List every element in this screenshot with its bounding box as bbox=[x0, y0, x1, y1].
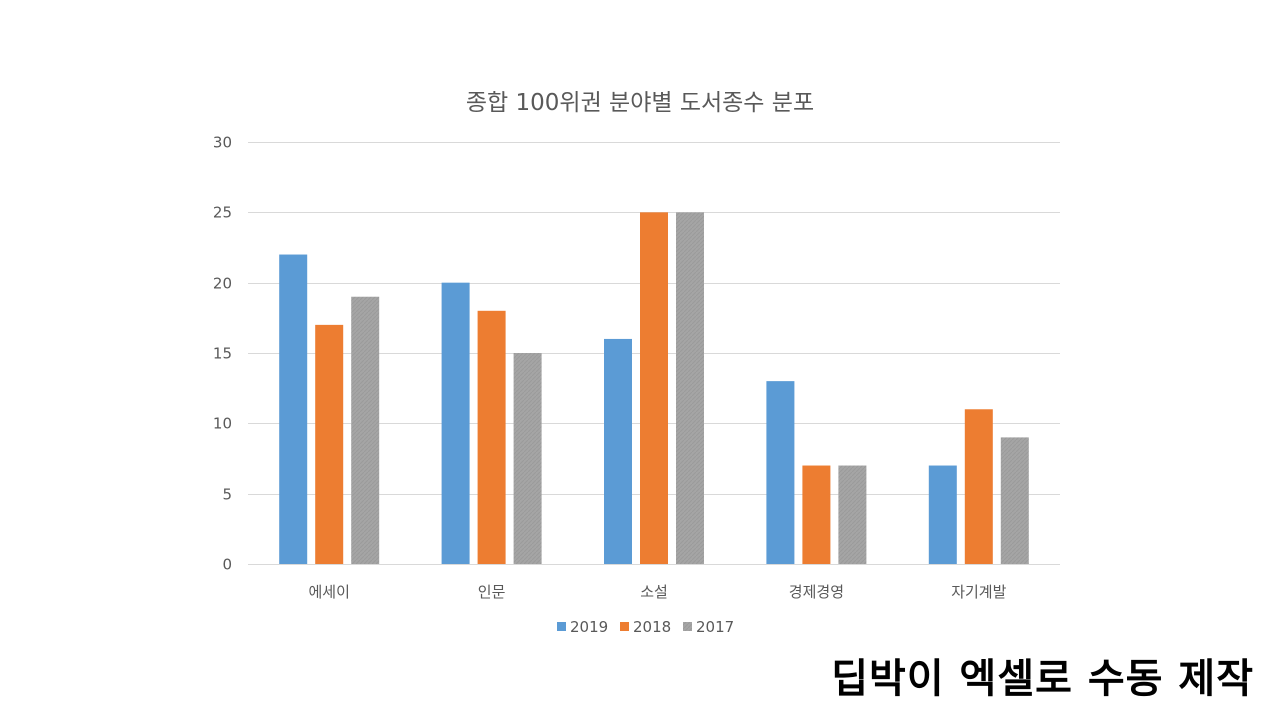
y-tick-label: 5 bbox=[222, 486, 232, 504]
y-tick-label: 30 bbox=[213, 134, 232, 152]
legend-label-2018: 2018 bbox=[633, 618, 671, 636]
x-axis-category-labels: 에세이 인문 소설 경제경영 자기계발 bbox=[308, 583, 1006, 601]
bars bbox=[279, 212, 1029, 565]
legend-label-2017: 2017 bbox=[696, 618, 734, 636]
bar-2017-1 bbox=[513, 353, 542, 564]
y-tick-label: 0 bbox=[222, 556, 232, 574]
watermark-text: 딥박이 엑셀로 수동 제작 bbox=[831, 656, 1254, 702]
bar-2018-3 bbox=[802, 465, 831, 564]
x-category-label: 인문 bbox=[478, 583, 506, 601]
legend-swatch-2017 bbox=[683, 622, 692, 631]
bar-2018-0 bbox=[315, 324, 344, 564]
bar-2017-3 bbox=[838, 465, 867, 564]
y-tick-label: 25 bbox=[213, 204, 232, 222]
x-category-label: 소설 bbox=[640, 583, 668, 601]
bar-2019-4 bbox=[928, 465, 957, 564]
chart-title: 종합 100위권 분야별 도서종수 분포 bbox=[466, 90, 814, 116]
x-category-label: 경제경영 bbox=[789, 583, 844, 601]
bar-2017-2 bbox=[676, 212, 704, 565]
x-category-label: 자기계발 bbox=[951, 583, 1006, 601]
x-category-label: 에세이 bbox=[308, 583, 349, 601]
bar-2018-2 bbox=[640, 212, 668, 565]
bar-2017-4 bbox=[1000, 437, 1029, 564]
bar-2018-4 bbox=[964, 409, 993, 564]
y-tick-label: 15 bbox=[213, 345, 232, 363]
bar-2019-1 bbox=[441, 282, 470, 564]
legend: 2019 2018 2017 bbox=[557, 618, 734, 636]
legend-swatch-2018 bbox=[620, 622, 629, 631]
bar-2019-3 bbox=[766, 381, 795, 564]
legend-swatch-2019 bbox=[557, 622, 566, 631]
y-tick-label: 10 bbox=[213, 415, 232, 433]
bar-2018-1 bbox=[477, 310, 506, 564]
y-tick-label: 20 bbox=[213, 275, 232, 293]
bar-2017-0 bbox=[351, 296, 380, 564]
y-axis-tick-labels: 0 5 10 15 20 25 30 bbox=[213, 134, 232, 574]
bar-2019-2 bbox=[604, 338, 632, 564]
legend-label-2019: 2019 bbox=[570, 618, 608, 636]
bar-2019-0 bbox=[279, 254, 308, 565]
